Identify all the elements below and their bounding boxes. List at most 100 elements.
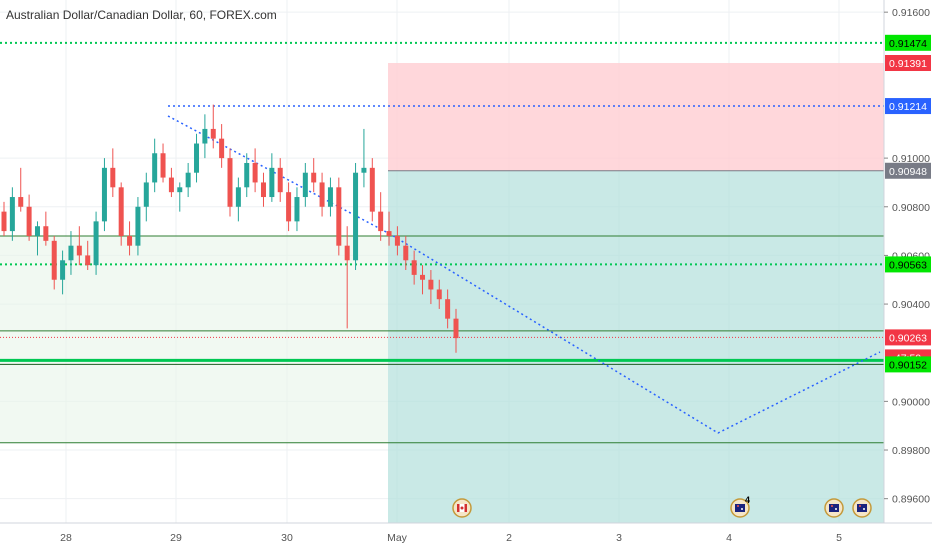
flag-australia-icon xyxy=(831,505,833,507)
x-tick-label: 29 xyxy=(170,532,182,544)
flag-australia-icon xyxy=(741,508,743,510)
candle-body[interactable] xyxy=(436,289,442,300)
candle-body[interactable] xyxy=(302,172,308,198)
candle-body[interactable] xyxy=(235,187,241,207)
flag-australia-icon xyxy=(735,504,745,512)
y-tick-label: 0.89600 xyxy=(892,494,930,506)
flag-canada-icon xyxy=(464,504,467,512)
flag-australia-icon xyxy=(859,505,861,507)
candle-body[interactable] xyxy=(445,299,451,319)
x-tick-label: 2 xyxy=(506,532,512,544)
price-tag-label: 0.90563 xyxy=(889,259,927,271)
candle-body[interactable] xyxy=(294,197,300,222)
candle-body[interactable] xyxy=(286,192,292,222)
candle-body[interactable] xyxy=(277,167,283,193)
y-tick-label: 0.90000 xyxy=(892,396,930,408)
y-tick-label: 0.90400 xyxy=(892,299,930,311)
candle-body[interactable] xyxy=(1,211,7,232)
price-tag-label: 0.91474 xyxy=(889,38,927,50)
price-tag-label: 0.90263 xyxy=(889,332,927,344)
take-profit-zone[interactable] xyxy=(388,170,884,524)
candle-body[interactable] xyxy=(110,167,116,188)
candle-body[interactable] xyxy=(411,260,417,275)
candle-body[interactable] xyxy=(85,255,91,266)
x-tick-label: 3 xyxy=(616,532,622,544)
support-zone xyxy=(0,235,388,443)
candle-body[interactable] xyxy=(93,221,99,266)
candle-body[interactable] xyxy=(34,226,40,236)
price-tag[interactable] xyxy=(885,55,931,72)
event-count-badge: 4 xyxy=(745,495,750,505)
candle-body[interactable] xyxy=(386,231,392,236)
price-tag-label: 0.90152 xyxy=(889,359,927,371)
candle-body[interactable] xyxy=(135,206,141,246)
candle-body[interactable] xyxy=(403,245,409,261)
candle-body[interactable] xyxy=(319,182,325,207)
flag-canada-icon xyxy=(460,506,464,510)
price-tag-label: 0.91214 xyxy=(889,101,927,113)
candle-body[interactable] xyxy=(353,172,359,261)
y-tick-label: 0.91000 xyxy=(892,153,930,165)
candle-body[interactable] xyxy=(127,235,133,246)
candle-body[interactable] xyxy=(428,279,434,290)
candle-body[interactable] xyxy=(202,128,208,144)
candle-body[interactable] xyxy=(336,187,342,246)
candle-body[interactable] xyxy=(210,128,216,139)
candle-body[interactable] xyxy=(227,158,233,207)
candle-body[interactable] xyxy=(378,211,384,232)
candle-body[interactable] xyxy=(68,245,74,261)
price-tag[interactable] xyxy=(885,162,931,179)
stop-loss-zone[interactable] xyxy=(388,63,884,171)
candle-body[interactable] xyxy=(260,182,266,198)
y-tick-label: 0.91600 xyxy=(892,7,930,19)
flag-canada-icon xyxy=(457,504,460,512)
candle-body[interactable] xyxy=(327,187,333,207)
candle-body[interactable] xyxy=(369,167,375,212)
flag-australia-icon xyxy=(863,508,865,510)
candle-body[interactable] xyxy=(9,197,15,232)
x-tick-label: 30 xyxy=(281,532,293,544)
candle-body[interactable] xyxy=(269,167,275,198)
candle-body[interactable] xyxy=(420,274,426,280)
price-tag[interactable] xyxy=(885,356,931,373)
candle-body[interactable] xyxy=(311,172,317,183)
candle-body[interactable] xyxy=(60,260,66,280)
candle-body[interactable] xyxy=(160,153,166,178)
candle-body[interactable] xyxy=(252,162,258,183)
price-tag[interactable] xyxy=(885,329,931,346)
candle-body[interactable] xyxy=(18,197,24,207)
candle-body[interactable] xyxy=(177,187,183,193)
candle-body[interactable] xyxy=(194,143,200,173)
x-tick-label: 28 xyxy=(60,532,72,544)
candle-body[interactable] xyxy=(394,235,400,246)
price-tag[interactable] xyxy=(885,256,931,273)
price-tag[interactable] xyxy=(885,34,931,51)
price-tag-label: 0.90948 xyxy=(889,166,927,178)
candle-body[interactable] xyxy=(152,153,158,183)
candle-body[interactable] xyxy=(143,182,149,207)
flag-australia-icon xyxy=(829,504,839,512)
candle-body[interactable] xyxy=(168,177,174,193)
candle-body[interactable] xyxy=(76,245,82,256)
candle-body[interactable] xyxy=(344,245,350,261)
flag-australia-icon xyxy=(835,508,837,510)
chart-title: Australian Dollar/Canadian Dollar, 60, F… xyxy=(6,8,277,22)
candle-body[interactable] xyxy=(26,206,32,236)
candle-body[interactable] xyxy=(219,138,225,159)
x-tick-label: May xyxy=(387,532,408,544)
candle-body[interactable] xyxy=(361,167,367,173)
price-tag[interactable] xyxy=(885,98,931,115)
candle-body[interactable] xyxy=(43,226,49,241)
candle-body[interactable] xyxy=(453,318,459,339)
x-tick-label: 4 xyxy=(726,532,732,544)
candle-body[interactable] xyxy=(244,162,250,188)
candle-body[interactable] xyxy=(101,167,107,222)
candle-body[interactable] xyxy=(51,240,57,280)
y-tick-label: 0.89800 xyxy=(892,445,930,457)
candle-body[interactable] xyxy=(118,187,124,236)
flag-australia-icon xyxy=(857,504,867,512)
candle-body[interactable] xyxy=(185,172,191,188)
price-tag-label: 0.91391 xyxy=(889,58,927,70)
